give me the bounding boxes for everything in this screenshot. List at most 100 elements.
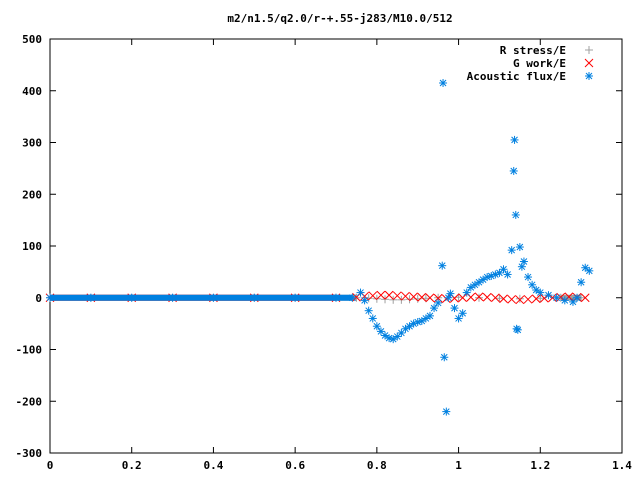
y-tick-label: 0 xyxy=(35,292,42,305)
data-point xyxy=(209,293,218,302)
x-tick-label: 1.4 xyxy=(612,459,632,472)
data-point xyxy=(381,295,390,304)
data-point xyxy=(425,293,435,303)
legend-marker xyxy=(584,58,594,68)
data-point xyxy=(470,280,479,289)
data-point xyxy=(421,314,430,323)
data-point xyxy=(544,291,553,300)
data-point xyxy=(507,246,516,255)
x-tick-label: 1 xyxy=(455,459,462,472)
data-point xyxy=(499,294,508,304)
data-point xyxy=(482,292,492,302)
data-point xyxy=(417,292,427,302)
data-point xyxy=(528,280,537,289)
data-point xyxy=(552,293,561,302)
data-point xyxy=(523,294,533,304)
data-point xyxy=(531,294,541,304)
data-point xyxy=(401,291,410,301)
data-point xyxy=(348,293,357,302)
data-point xyxy=(409,292,418,302)
data-point xyxy=(446,289,455,298)
data-point xyxy=(515,243,524,252)
data-point xyxy=(475,293,483,302)
data-point xyxy=(360,296,369,305)
series-2 xyxy=(46,78,594,416)
data-point xyxy=(381,331,390,340)
data-point xyxy=(450,304,459,313)
data-point xyxy=(442,407,451,416)
y-tick-label: 400 xyxy=(22,85,42,98)
data-point xyxy=(291,293,300,302)
y-tick-label: -300 xyxy=(16,447,43,460)
data-point xyxy=(441,294,451,304)
data-point xyxy=(46,293,54,302)
data-series xyxy=(45,78,594,416)
legend-marker xyxy=(585,46,593,54)
y-tick-label: 300 xyxy=(22,137,42,150)
chart-title: m2/n1.5/q2.0/r-+.55-j283/M10.0/512 xyxy=(227,12,452,25)
data-point xyxy=(332,293,340,302)
data-point xyxy=(376,290,386,300)
data-point xyxy=(86,293,95,302)
data-point xyxy=(511,210,520,219)
data-point xyxy=(581,263,590,272)
data-point xyxy=(389,335,398,344)
data-point xyxy=(405,322,414,331)
data-point xyxy=(573,293,582,302)
data-point xyxy=(425,311,434,320)
x-tick-label: 0.8 xyxy=(367,459,387,472)
data-point xyxy=(368,291,378,301)
data-point xyxy=(479,275,488,284)
data-point xyxy=(384,290,394,300)
x-tick-label: 0 xyxy=(47,459,54,472)
data-point xyxy=(509,166,518,175)
y-tick-label: -200 xyxy=(16,395,43,408)
x-tick-label: 1.2 xyxy=(530,459,550,472)
data-point xyxy=(168,293,177,302)
data-point xyxy=(439,78,448,87)
y-tick-label: 500 xyxy=(22,33,42,46)
data-point xyxy=(577,278,586,287)
data-point xyxy=(536,288,545,297)
data-point xyxy=(499,265,508,274)
data-point xyxy=(580,293,590,303)
data-point xyxy=(507,294,517,304)
data-point xyxy=(458,309,467,318)
data-point xyxy=(495,294,504,303)
data-point xyxy=(356,288,365,297)
data-point xyxy=(466,283,475,292)
legend-marker xyxy=(585,72,593,80)
y-tick-label: 200 xyxy=(22,188,42,201)
data-point xyxy=(389,295,398,304)
x-tick-label: 0.6 xyxy=(285,459,305,472)
data-point xyxy=(475,278,483,287)
data-point xyxy=(515,295,525,305)
data-point xyxy=(434,298,443,307)
data-point xyxy=(392,291,402,301)
x-tick-label: 0.4 xyxy=(203,459,223,472)
data-point xyxy=(458,293,468,303)
data-point xyxy=(585,266,594,275)
data-point xyxy=(503,270,512,279)
legend-label: Acoustic flux/E xyxy=(467,70,566,83)
plot-frame xyxy=(49,38,623,454)
y-tick-label: 100 xyxy=(22,240,42,253)
data-point xyxy=(519,257,528,266)
data-point xyxy=(417,317,426,326)
data-point xyxy=(250,293,259,302)
data-point xyxy=(524,273,533,282)
data-point xyxy=(490,293,500,303)
legend-label: R stress/E xyxy=(500,44,566,57)
data-point xyxy=(560,296,569,305)
data-point xyxy=(438,261,447,270)
data-point xyxy=(532,285,541,294)
data-point xyxy=(515,294,524,303)
data-point xyxy=(440,353,449,362)
data-point xyxy=(372,322,381,331)
data-point xyxy=(462,288,471,297)
data-point xyxy=(513,325,522,334)
data-point xyxy=(368,314,377,323)
x-tick-label: 0.2 xyxy=(122,459,142,472)
